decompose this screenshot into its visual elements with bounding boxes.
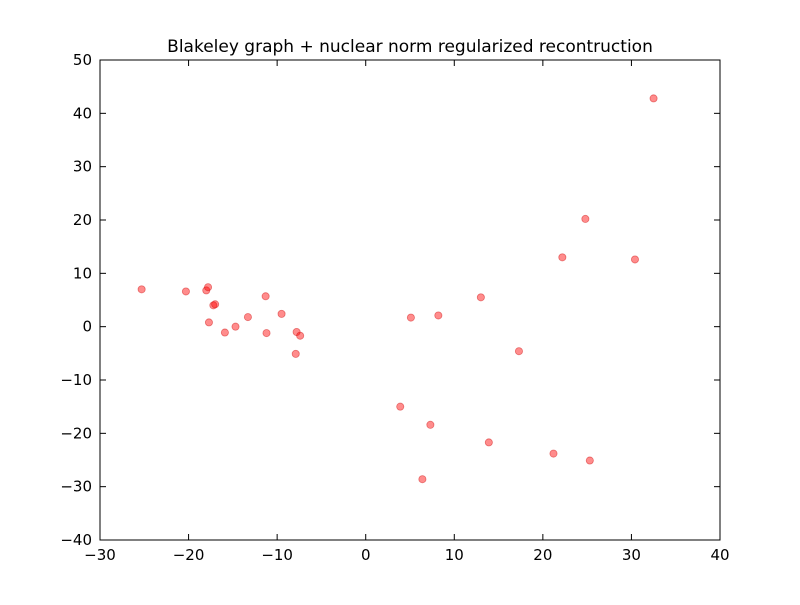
scatter-point [396, 402, 405, 411]
scatter-point [418, 475, 427, 484]
x-tick-label: 20 [533, 546, 552, 564]
y-tick-label: −40 [60, 531, 92, 549]
plot-frame [99, 59, 721, 541]
ticks-layer: −30 −20 −10 0 10 20 30 40−40−30−20−100102030405… [60, 51, 729, 564]
scatter-point [558, 253, 567, 262]
scatter-point [209, 301, 218, 310]
y-tick-label: 10 [73, 264, 92, 282]
x-tick-label: −10 [261, 546, 293, 564]
y-tick-label: 50 [73, 51, 92, 69]
scatter-point [220, 328, 229, 337]
scatter-point [231, 322, 240, 331]
scatter-point [277, 309, 286, 318]
y-tick-label: 40 [73, 104, 92, 122]
y-tick-label: −20 [60, 424, 92, 442]
scatter-point [296, 331, 305, 340]
scatter-point [137, 285, 146, 294]
x-tick-label: 40 [710, 546, 729, 564]
y-tick-label: 30 [73, 158, 92, 176]
x-tick-label: 0 [361, 546, 371, 564]
scatter-point [204, 283, 213, 292]
scatter-point [514, 347, 523, 356]
scatter-point [630, 255, 639, 264]
scatter-point [585, 456, 594, 465]
x-tick-label: −20 [173, 546, 205, 564]
scatter-point [434, 311, 443, 320]
y-tick-label: −30 [60, 478, 92, 496]
scatter-point [406, 313, 415, 322]
scatter-point [243, 313, 252, 322]
y-tick-label: −10 [60, 371, 92, 389]
scatter-point [549, 449, 558, 458]
scatter-point [202, 286, 211, 295]
scatter-point [262, 329, 271, 338]
scatter-point [649, 94, 658, 103]
x-tick-label: 30 [622, 546, 641, 564]
y-tick-label: 20 [73, 211, 92, 229]
scatter-point [426, 420, 435, 429]
scatter-point [292, 327, 301, 336]
scatter-point [204, 318, 213, 327]
y-tick-label: 0 [82, 318, 92, 336]
scatter-point [484, 438, 493, 447]
scatter-point [261, 292, 270, 301]
points-layer [137, 94, 658, 484]
scatter-point [211, 300, 220, 309]
scatter-point [581, 214, 590, 223]
chart-title: Blakeley graph + nuclear norm regularize… [167, 37, 653, 57]
x-tick-label: 10 [445, 546, 464, 564]
scatter-point [291, 349, 300, 358]
scatter-point [181, 287, 190, 296]
scatter-point [476, 293, 485, 302]
x-tick-label: −30 [84, 546, 116, 564]
